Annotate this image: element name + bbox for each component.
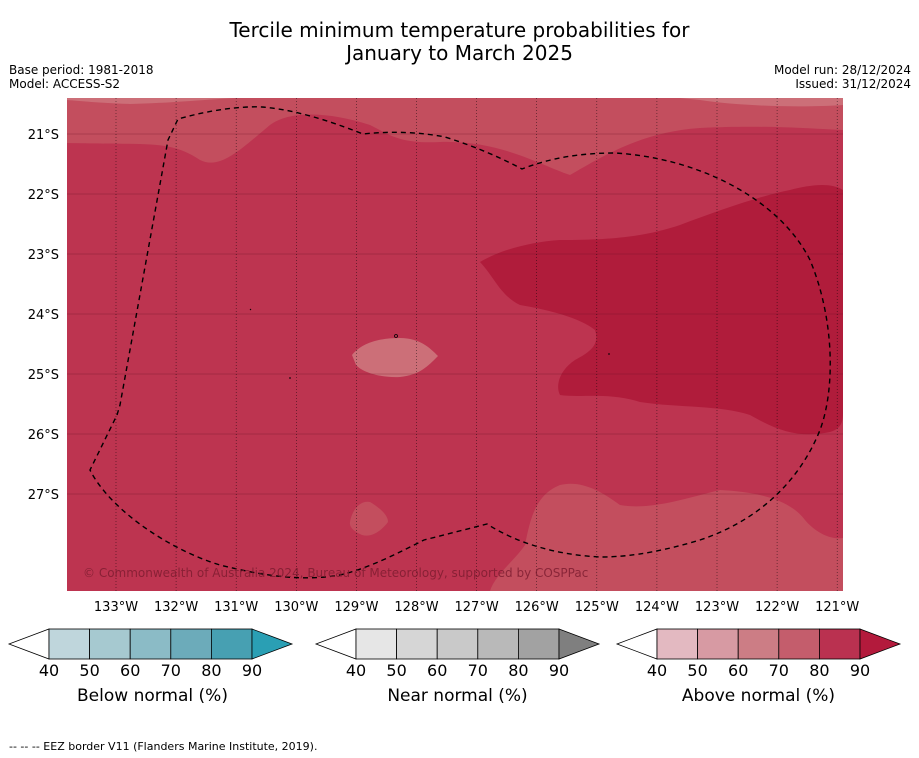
island-marker bbox=[394, 334, 398, 338]
colorbar-high-extension bbox=[251, 628, 294, 660]
meta-left: Base period: 1981-2018 Model: ACCESS-S2 bbox=[9, 63, 154, 91]
near-normal-label: Near normal (%) bbox=[387, 686, 528, 706]
model-name: Model: ACCESS-S2 bbox=[9, 77, 121, 91]
colorbar-segment bbox=[819, 628, 861, 660]
light-strip-nw bbox=[67, 98, 235, 104]
colorbar-below-normal: 40 50 60 70 80 90 bbox=[7, 628, 294, 680]
colorbar-segment bbox=[778, 628, 820, 660]
colorbar-tick-label: 70 bbox=[161, 661, 181, 680]
colorbar-segment bbox=[89, 628, 131, 660]
colorbar-above-normal: 40 50 60 70 80 90 bbox=[615, 628, 902, 680]
colorbar-segment bbox=[170, 628, 212, 660]
colorbar-tick-label: 70 bbox=[769, 661, 789, 680]
colorbar-segment bbox=[210, 628, 253, 660]
latitude-tick-label: 27°S bbox=[28, 488, 59, 503]
colorbar-tick-label: 50 bbox=[79, 661, 99, 680]
graticule bbox=[67, 98, 843, 591]
longitude-tick-label: 129°W bbox=[334, 600, 378, 615]
colorbar-tick-label: 60 bbox=[427, 661, 447, 680]
colorbar-low-extension bbox=[615, 628, 658, 660]
light-patch-southwest bbox=[349, 501, 388, 536]
colorbar-segment bbox=[737, 628, 780, 660]
island-marker bbox=[249, 308, 252, 311]
colorbar-segment bbox=[396, 628, 438, 660]
lighter-region-north bbox=[67, 98, 843, 175]
colorbar-segment bbox=[477, 628, 519, 660]
colorbar-tick-label: 50 bbox=[386, 661, 406, 680]
latitude-tick-label: 21°S bbox=[28, 128, 59, 143]
latitude-tick-label: 26°S bbox=[28, 428, 59, 443]
lighter-region-southeast bbox=[490, 483, 843, 591]
eez-border bbox=[89, 106, 831, 579]
colorbar-tick-label: 80 bbox=[201, 661, 221, 680]
longitude-tick-label: 126°W bbox=[515, 600, 559, 615]
colorbar-segment bbox=[129, 628, 172, 660]
colorbar-tick-label: 40 bbox=[647, 661, 667, 680]
colorbar-high-extension bbox=[558, 628, 601, 660]
copyright-notice: © Commonwealth of Australia 2024, Bureau… bbox=[83, 566, 588, 580]
colorbar-low-extension bbox=[314, 628, 357, 660]
colorbar-tick-label: 80 bbox=[508, 661, 528, 680]
longitude-tick-label: 125°W bbox=[575, 600, 619, 615]
latitude-tick-label: 24°S bbox=[28, 308, 59, 323]
longitude-tick-label: 130°W bbox=[274, 600, 318, 615]
colorbar-tick-label: 90 bbox=[242, 661, 262, 680]
colorbar-segment bbox=[656, 628, 698, 660]
chart-title: Tercile minimum temperature probabilitie… bbox=[0, 19, 919, 65]
below-normal-label: Below normal (%) bbox=[77, 686, 228, 706]
model-run: Model run: 28/12/2024 bbox=[773, 63, 911, 77]
latitude-labels: 21°S 22°S 23°S 24°S 25°S 26°S 27°S bbox=[28, 128, 59, 503]
longitude-labels: 133°W 132°W 131°W 130°W 129°W 128°W 127°W 126°W… bbox=[94, 600, 860, 615]
colorbar-tick-label: 70 bbox=[468, 661, 488, 680]
colorbar-low-extension bbox=[7, 628, 50, 660]
light-strip-ne bbox=[680, 98, 843, 107]
colorbar-segment bbox=[355, 628, 397, 660]
longitude-tick-label: 121°W bbox=[815, 600, 859, 615]
above-normal-label: Above normal (%) bbox=[681, 686, 836, 706]
longitude-tick-label: 131°W bbox=[214, 600, 258, 615]
colorbar-tick-label: 60 bbox=[728, 661, 748, 680]
colorbar-tick-label: 90 bbox=[549, 661, 569, 680]
longitude-tick-label: 128°W bbox=[394, 600, 438, 615]
longitude-tick-label: 122°W bbox=[755, 600, 799, 615]
base-period: Base period: 1981-2018 bbox=[9, 63, 154, 77]
colorbar-segment bbox=[48, 628, 90, 660]
eez-legend-note: -- -- -- EEZ border V11 (Flanders Marine… bbox=[9, 740, 318, 753]
longitude-tick-label: 127°W bbox=[455, 600, 499, 615]
colorbar-tick-label: 40 bbox=[346, 661, 366, 680]
longitude-tick-label: 132°W bbox=[154, 600, 198, 615]
colorbar-high-extension bbox=[859, 628, 902, 660]
colorbar-tick-label: 90 bbox=[850, 661, 870, 680]
colorbar-tick-label: 80 bbox=[809, 661, 829, 680]
title-line-2: January to March 2025 bbox=[346, 41, 573, 65]
dark-region-east bbox=[480, 185, 843, 435]
probability-map: © Commonwealth of Australia 2024, Bureau… bbox=[7, 98, 902, 680]
colorbar-segment bbox=[436, 628, 479, 660]
issued-date: Issued: 31/12/2024 bbox=[795, 77, 911, 91]
colorbar-tick-label: 60 bbox=[120, 661, 140, 680]
colorbar-near-normal: 40 50 60 70 80 90 bbox=[314, 628, 601, 680]
latitude-tick-label: 23°S bbox=[28, 248, 59, 263]
meta-right: Model run: 28/12/2024 Issued: 31/12/2024 bbox=[774, 63, 911, 91]
longitude-tick-label: 124°W bbox=[635, 600, 679, 615]
title-line-1: Tercile minimum temperature probabilitie… bbox=[229, 18, 690, 42]
colorbar-tick-label: 50 bbox=[687, 661, 707, 680]
latitude-tick-label: 22°S bbox=[28, 188, 59, 203]
colorbar-tick-label: 40 bbox=[39, 661, 59, 680]
colorbar-segment bbox=[697, 628, 739, 660]
longitude-tick-label: 133°W bbox=[94, 600, 138, 615]
colorbar-segment bbox=[518, 628, 560, 660]
longitude-tick-label: 123°W bbox=[695, 600, 739, 615]
latitude-tick-label: 25°S bbox=[28, 368, 59, 383]
